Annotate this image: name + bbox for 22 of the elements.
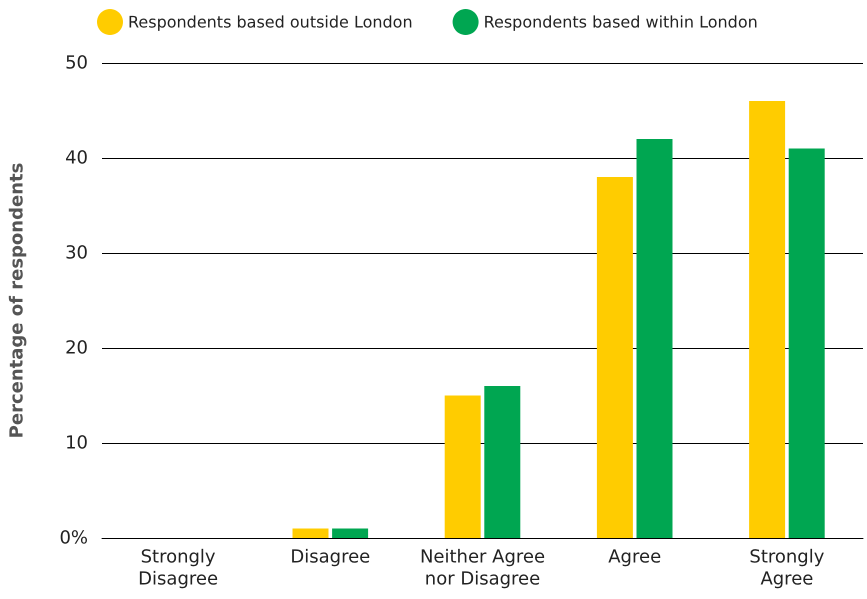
bar xyxy=(788,148,825,538)
y-tick-label: 30 xyxy=(65,242,88,264)
bar xyxy=(636,139,672,538)
y-tick-label: 50 xyxy=(65,52,88,74)
x-tick-label: Agree xyxy=(608,546,662,568)
bar xyxy=(596,177,633,538)
y-tick-label: 10 xyxy=(65,432,88,454)
bar xyxy=(484,386,520,538)
bar xyxy=(749,101,786,538)
x-tick-label: Neither Agree nor Disagree xyxy=(420,546,546,590)
y-tick-label: 40 xyxy=(65,148,88,168)
bar xyxy=(332,528,368,538)
y-axis-title: Percentage of respondents xyxy=(6,162,28,438)
x-tick-label: Strongly Disagree xyxy=(138,546,218,590)
y-tick-label: 0% xyxy=(59,528,88,548)
x-tick-label: Strongly Agree xyxy=(749,546,825,590)
legend-label: Respondents based within London xyxy=(484,12,758,32)
y-tick-label: 20 xyxy=(65,338,88,358)
bar xyxy=(292,528,328,538)
x-tick-label: Disagree xyxy=(290,546,370,568)
legend-label: Respondents based outside London xyxy=(128,12,413,32)
bar xyxy=(444,396,481,538)
